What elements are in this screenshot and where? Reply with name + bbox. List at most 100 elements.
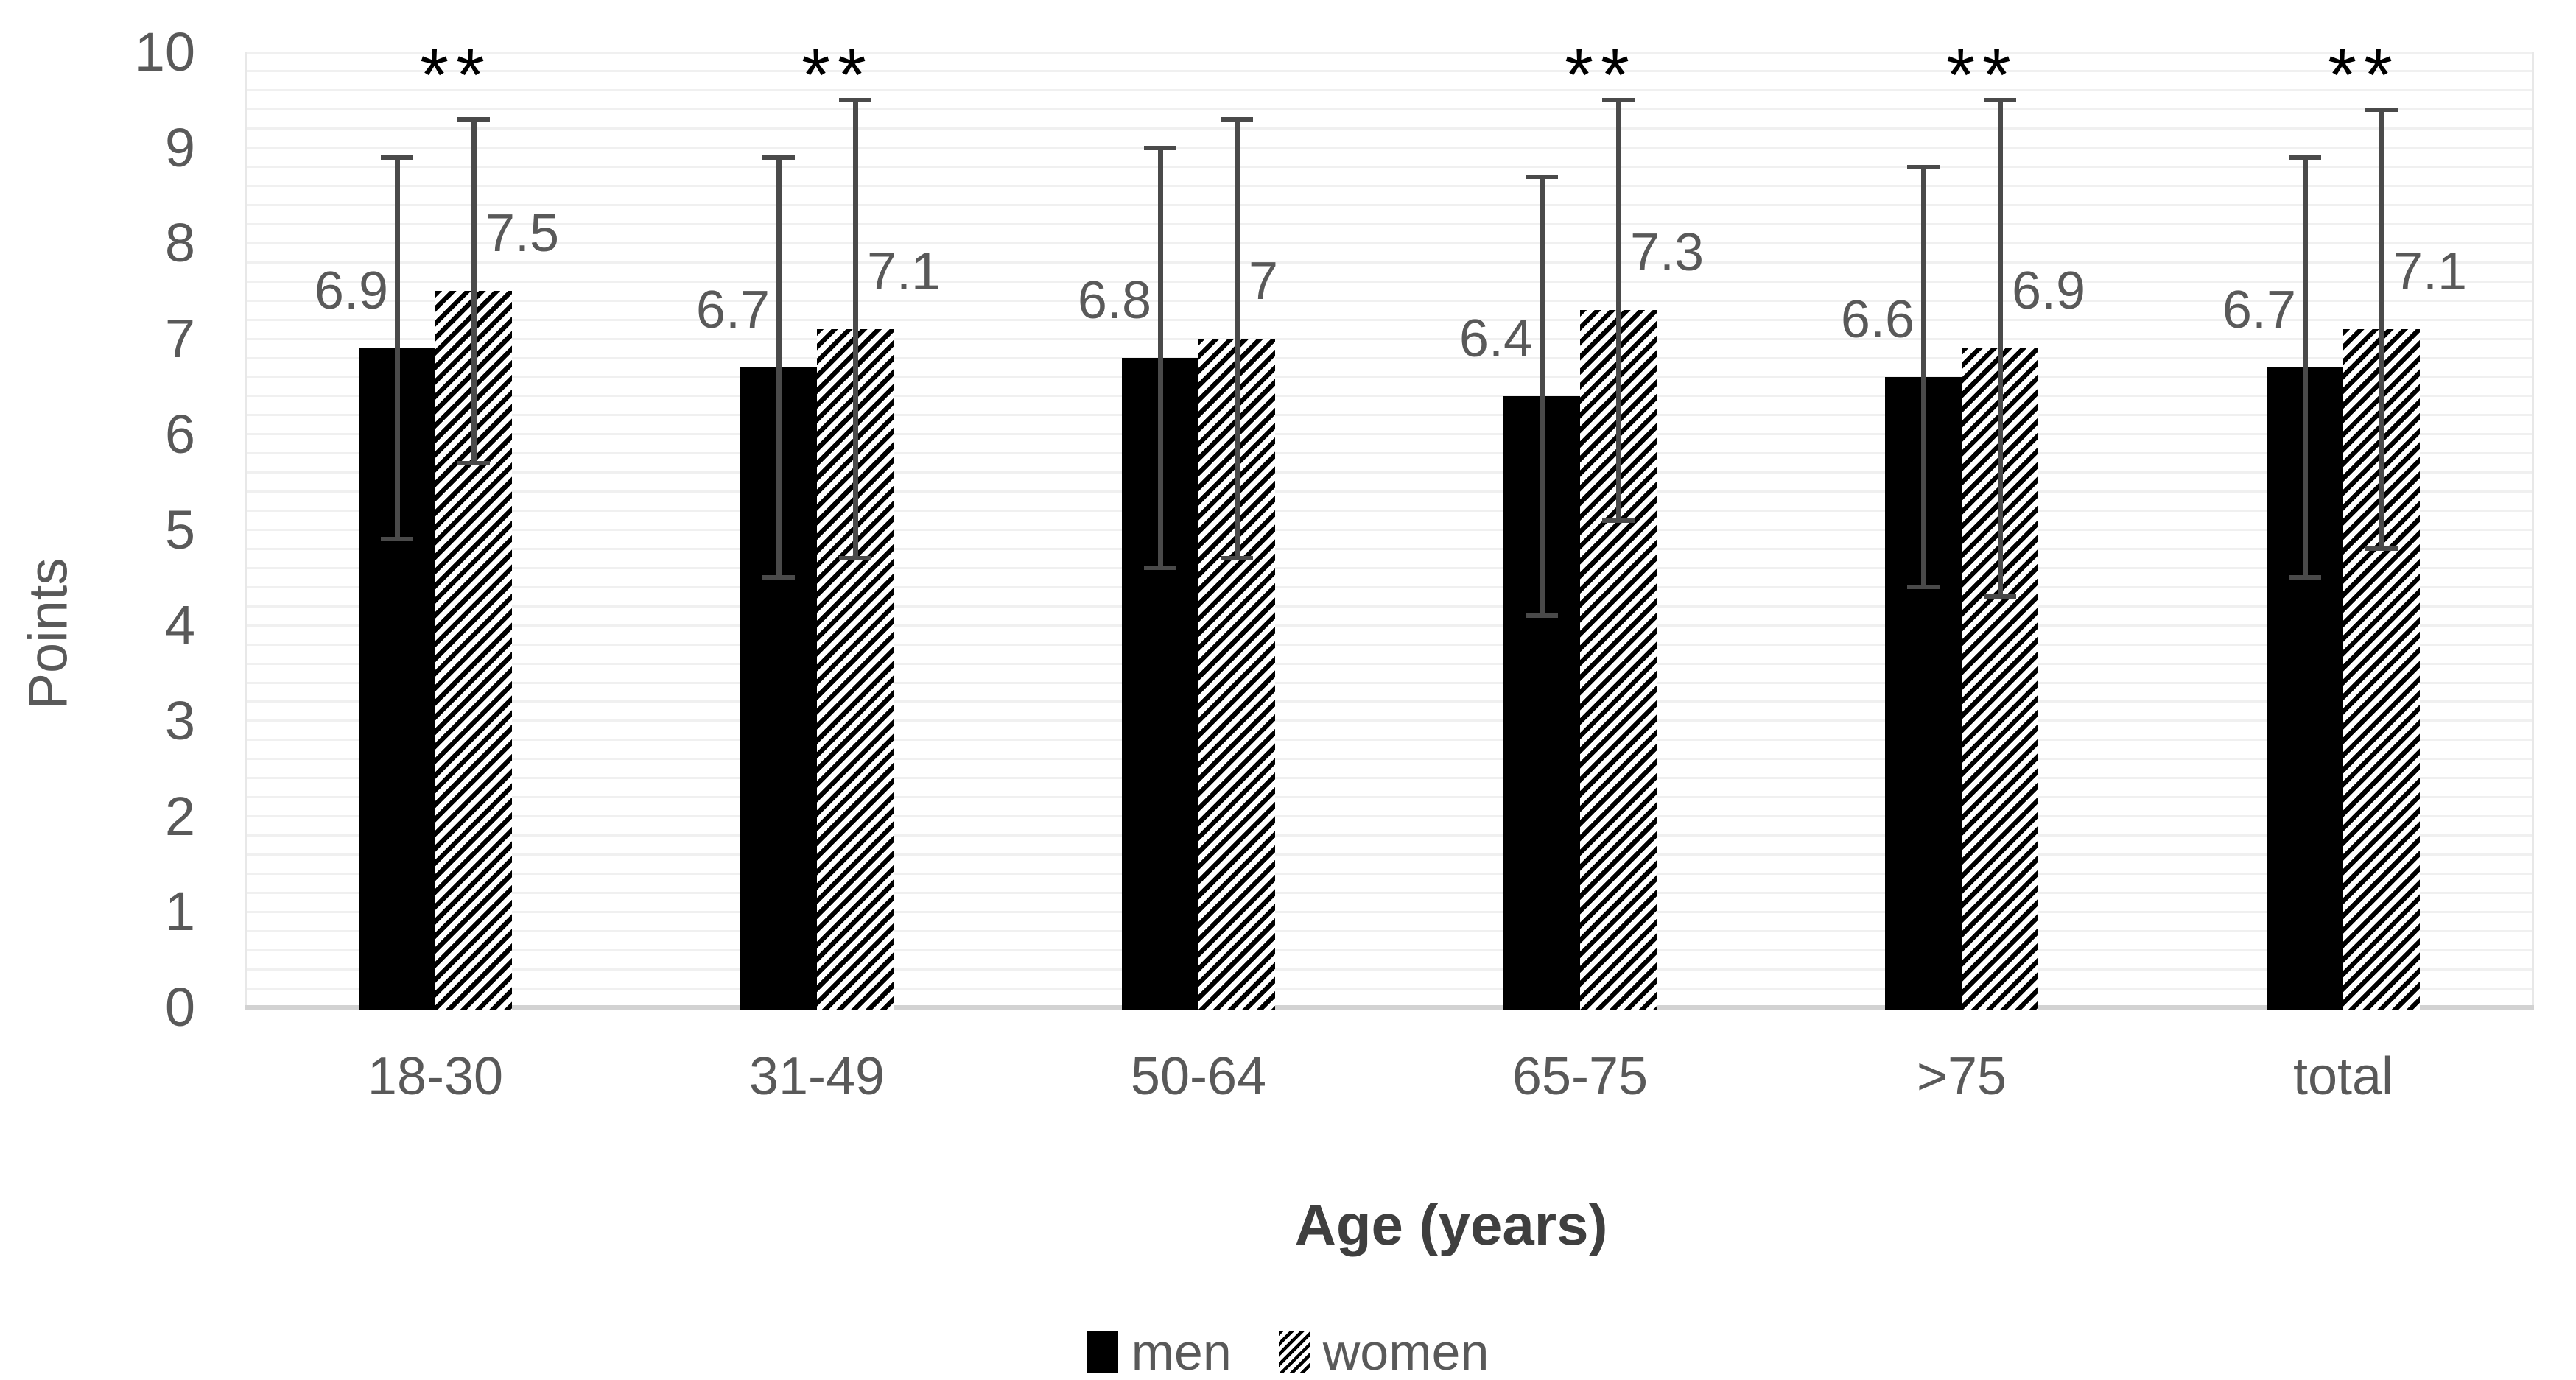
value-label-men-total: 6.7 bbox=[2222, 281, 2296, 340]
error-bar-cap-top-women-65-75 bbox=[1602, 97, 1635, 102]
legend-item-women: women bbox=[1278, 1323, 1489, 1380]
error-bar-men-18-30 bbox=[394, 157, 400, 540]
plot-border-left bbox=[245, 52, 247, 1007]
gridline bbox=[245, 147, 2534, 149]
gridline bbox=[245, 662, 2534, 665]
gridline bbox=[245, 681, 2534, 684]
error-bar-cap-bottom-men-18-30 bbox=[381, 537, 413, 542]
gridline bbox=[245, 222, 2534, 225]
gridline bbox=[245, 566, 2534, 569]
legend-label-women: women bbox=[1322, 1323, 1489, 1380]
gridline bbox=[245, 987, 2534, 990]
gridline bbox=[245, 70, 2534, 73]
gridline bbox=[245, 719, 2534, 722]
gridline bbox=[245, 700, 2534, 703]
gridline bbox=[245, 261, 2534, 264]
gridline bbox=[245, 510, 2534, 513]
gridline bbox=[245, 166, 2534, 169]
error-bar-men-31-49 bbox=[776, 157, 782, 578]
value-label-women-31-49: 7.1 bbox=[867, 242, 941, 302]
error-bar-cap-bottom-women->75 bbox=[1984, 594, 2016, 599]
gridline bbox=[245, 739, 2534, 742]
error-bar-cap-top-women-18-30 bbox=[457, 116, 490, 122]
error-bar-cap-top-women-31-49 bbox=[839, 97, 871, 102]
y-axis-tick-label: 5 bbox=[164, 499, 195, 560]
y-axis-tick-label: 1 bbox=[164, 881, 195, 943]
gridline bbox=[245, 796, 2534, 799]
gridline bbox=[245, 414, 2534, 417]
gridline bbox=[245, 585, 2534, 588]
error-bar-cap-bottom-men-50-64 bbox=[1144, 566, 1176, 571]
gridline bbox=[245, 127, 2534, 130]
gridline bbox=[245, 490, 2534, 493]
y-axis-tick-label: 9 bbox=[164, 116, 195, 178]
y-axis-tick-label: 6 bbox=[164, 403, 195, 465]
error-bar-women-total bbox=[2379, 109, 2384, 549]
error-bar-cap-bottom-women-50-64 bbox=[1221, 556, 1253, 561]
error-bar-cap-top-men-50-64 bbox=[1144, 145, 1176, 150]
error-bar-women-50-64 bbox=[1234, 119, 1240, 559]
gridline bbox=[245, 529, 2534, 531]
gridline bbox=[245, 395, 2534, 398]
y-axis-tick-label: 0 bbox=[164, 976, 195, 1038]
gridline bbox=[245, 910, 2534, 913]
value-label-men-50-64: 6.8 bbox=[1077, 271, 1151, 331]
x-axis-title: Age (years) bbox=[1294, 1192, 1608, 1257]
error-bar-cap-top-men-65-75 bbox=[1526, 174, 1558, 179]
gridline bbox=[245, 280, 2534, 283]
value-label-women-65-75: 7.3 bbox=[1630, 223, 1705, 283]
y-axis-title: Points bbox=[17, 557, 79, 710]
gridline bbox=[245, 891, 2534, 894]
error-bar-women-65-75 bbox=[1615, 99, 1621, 521]
error-bar-women-31-49 bbox=[852, 99, 858, 559]
error-bar-men-65-75 bbox=[1539, 176, 1545, 616]
value-label-women->75: 6.9 bbox=[2012, 261, 2086, 321]
gridline bbox=[245, 853, 2534, 856]
error-bar-cap-top-men-31-49 bbox=[762, 155, 795, 160]
y-axis-tick-label: 7 bbox=[164, 308, 195, 370]
gridline bbox=[245, 108, 2534, 111]
gridline bbox=[245, 758, 2534, 761]
value-label-men-18-30: 6.9 bbox=[314, 261, 388, 321]
error-bar-cap-top-men-total bbox=[2289, 155, 2321, 160]
gridline bbox=[245, 337, 2534, 340]
error-bar-cap-bottom-women-31-49 bbox=[839, 556, 871, 561]
y-axis-tick-label: 3 bbox=[164, 689, 195, 751]
significance-marker-total: ** bbox=[2328, 34, 2400, 116]
legend-item-men: men bbox=[1087, 1323, 1232, 1380]
legend: men women bbox=[0, 1323, 2576, 1380]
error-bar-cap-top-men->75 bbox=[1907, 164, 1940, 169]
y-axis-tick-label: 10 bbox=[134, 21, 195, 82]
gridline bbox=[245, 968, 2534, 971]
value-label-women-18-30: 7.5 bbox=[485, 204, 560, 264]
gridline bbox=[245, 376, 2534, 379]
bar-women-total bbox=[2343, 329, 2420, 1010]
value-label-women-total: 7.1 bbox=[2393, 242, 2468, 302]
category-label->75: >75 bbox=[1916, 1047, 2007, 1106]
error-bar-cap-bottom-men->75 bbox=[1907, 585, 1940, 590]
gridline bbox=[245, 51, 2534, 54]
significance-marker-18-30: ** bbox=[420, 34, 492, 116]
gridline bbox=[245, 356, 2534, 359]
gridline bbox=[245, 242, 2534, 244]
legend-swatch-men-icon bbox=[1087, 1331, 1118, 1373]
gridline bbox=[245, 471, 2534, 474]
category-label-65-75: 65-75 bbox=[1512, 1047, 1649, 1106]
gridline bbox=[245, 624, 2534, 627]
plot-border-right bbox=[2532, 52, 2534, 1007]
significance-marker-65-75: ** bbox=[1565, 34, 1637, 116]
error-bar-cap-bottom-men-65-75 bbox=[1526, 613, 1558, 619]
error-bar-cap-bottom-women-65-75 bbox=[1602, 518, 1635, 523]
error-bar-men-total bbox=[2302, 157, 2308, 578]
error-bar-cap-bottom-men-total bbox=[2289, 575, 2321, 580]
significance-marker->75: ** bbox=[1946, 34, 2018, 116]
gridline bbox=[245, 433, 2534, 436]
legend-swatch-women-icon bbox=[1278, 1331, 1310, 1373]
value-label-men->75: 6.6 bbox=[1840, 290, 1915, 350]
gridline bbox=[245, 318, 2534, 321]
gridline bbox=[245, 929, 2534, 932]
value-label-men-65-75: 6.4 bbox=[1459, 309, 1533, 369]
error-bar-cap-top-women->75 bbox=[1984, 97, 2016, 102]
x-axis-line bbox=[245, 1005, 2534, 1010]
